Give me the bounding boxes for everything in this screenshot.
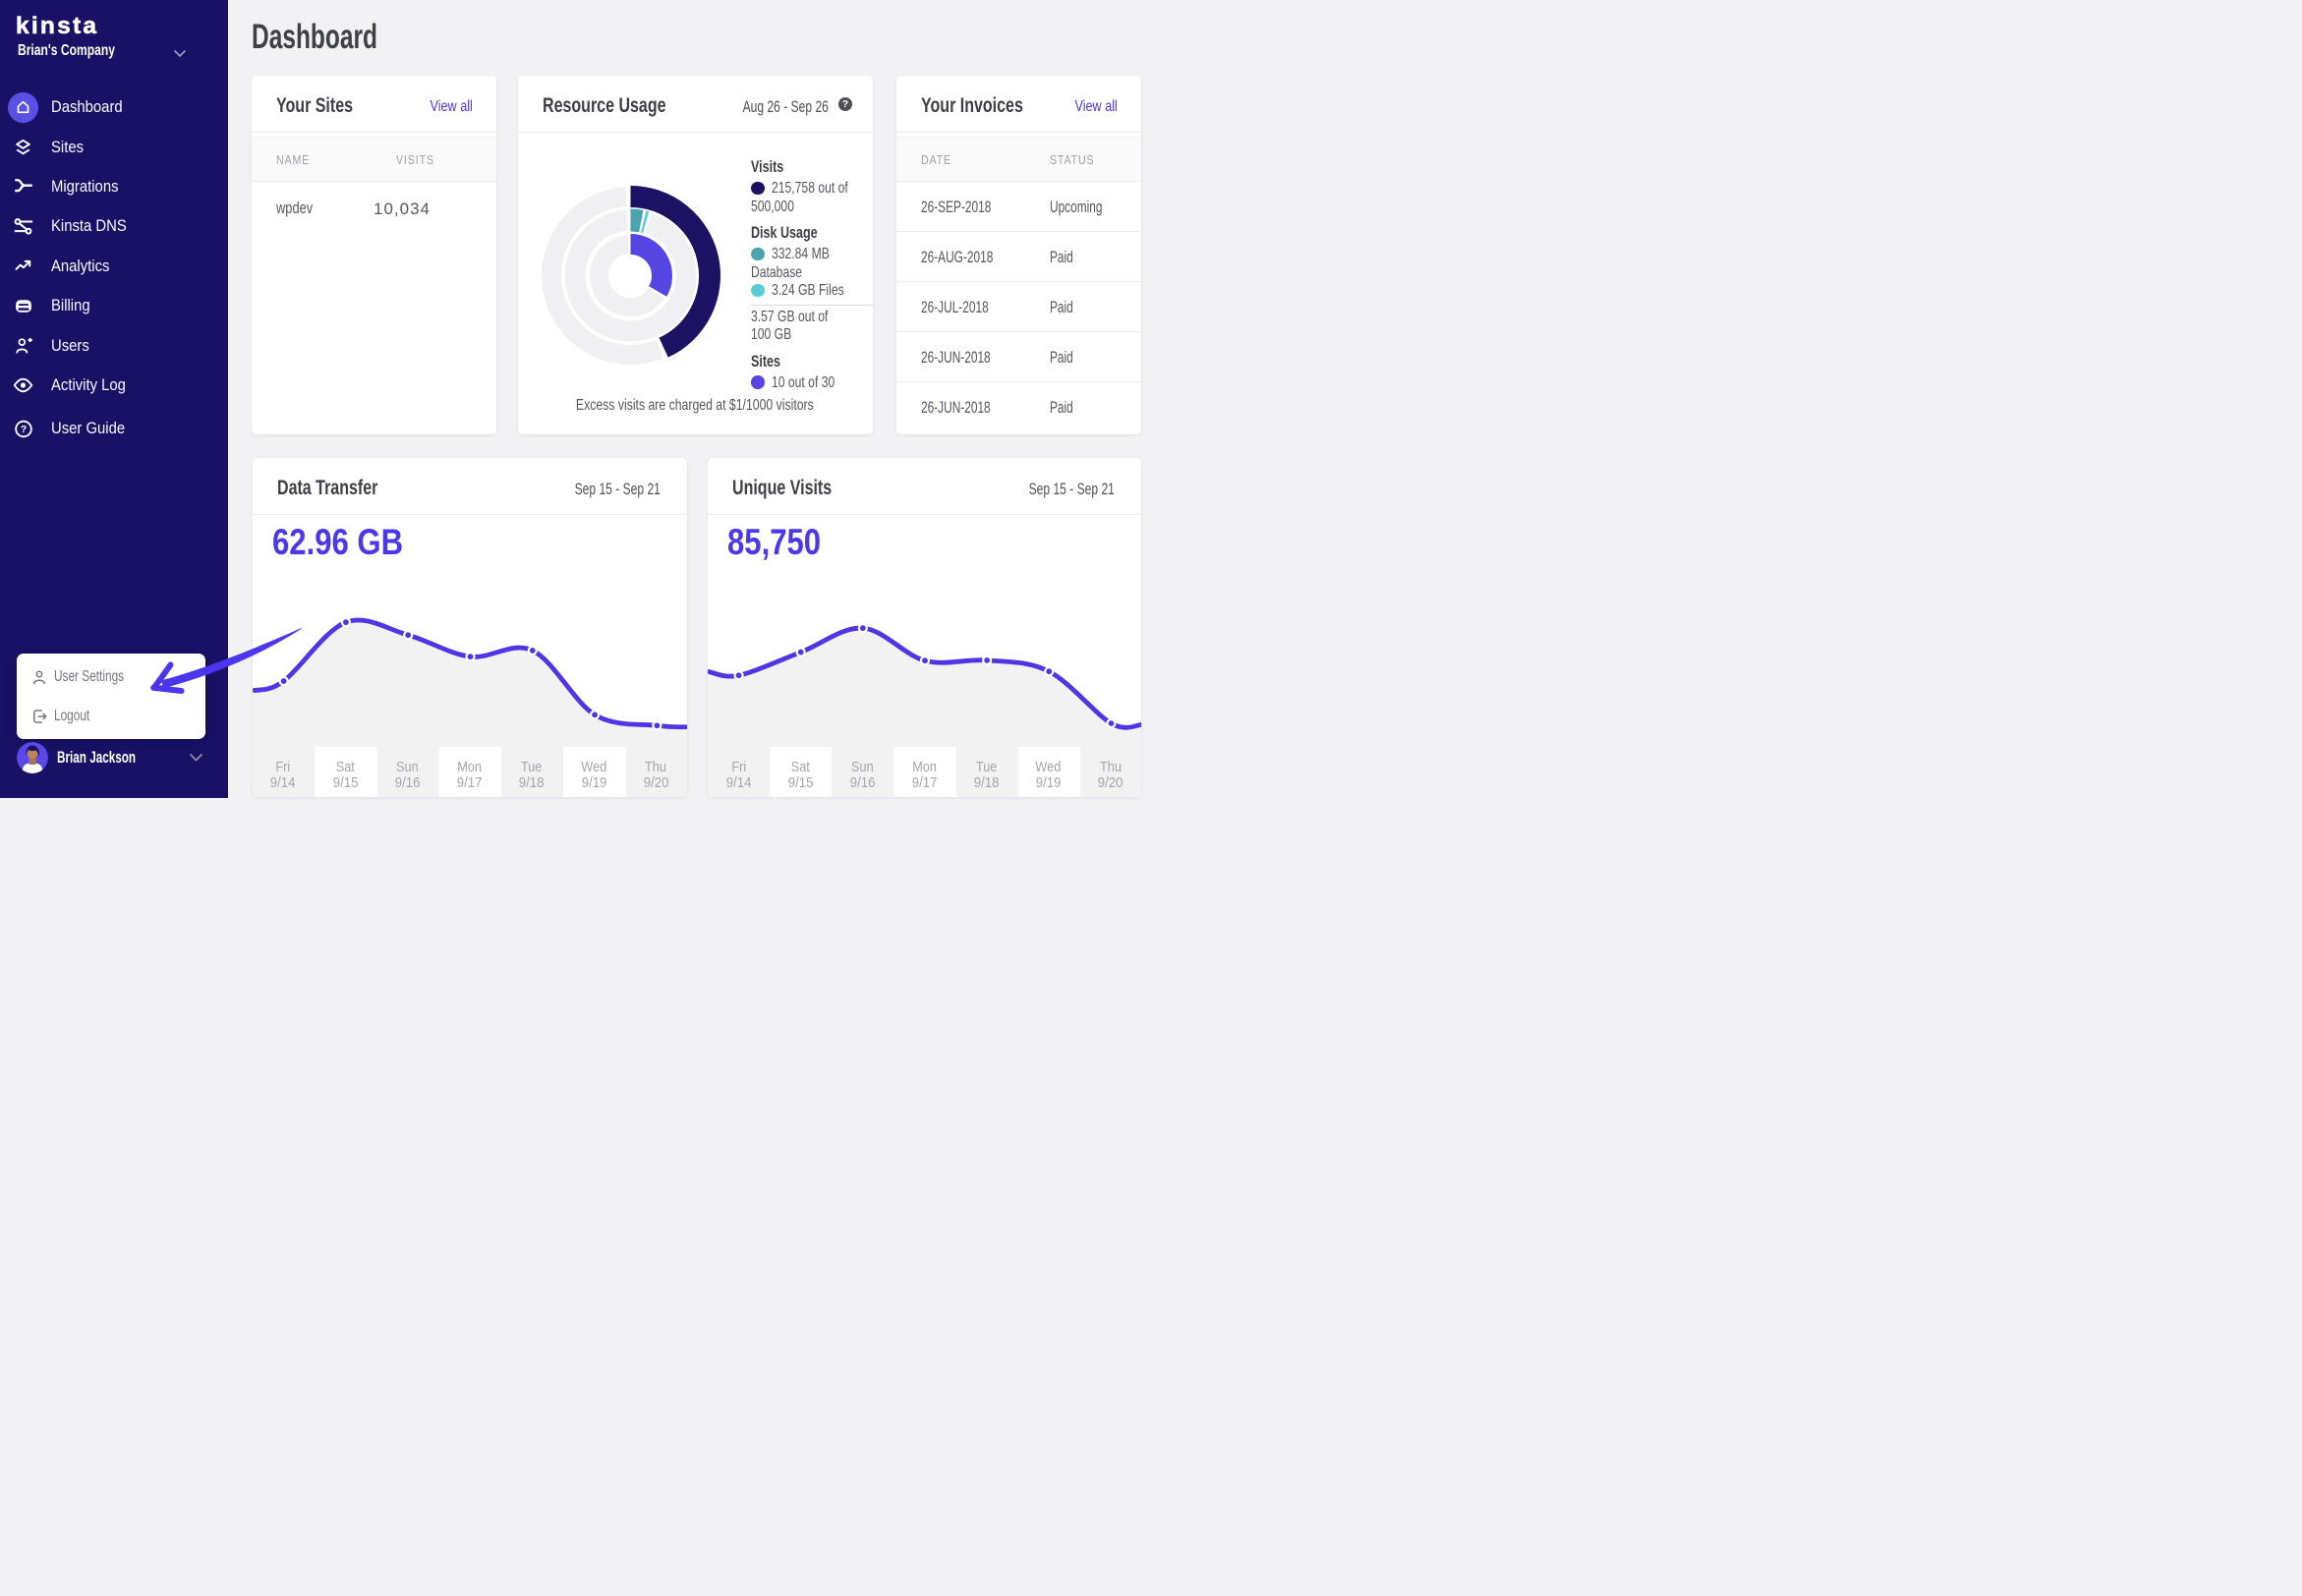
- svg-text:?: ?: [20, 425, 26, 435]
